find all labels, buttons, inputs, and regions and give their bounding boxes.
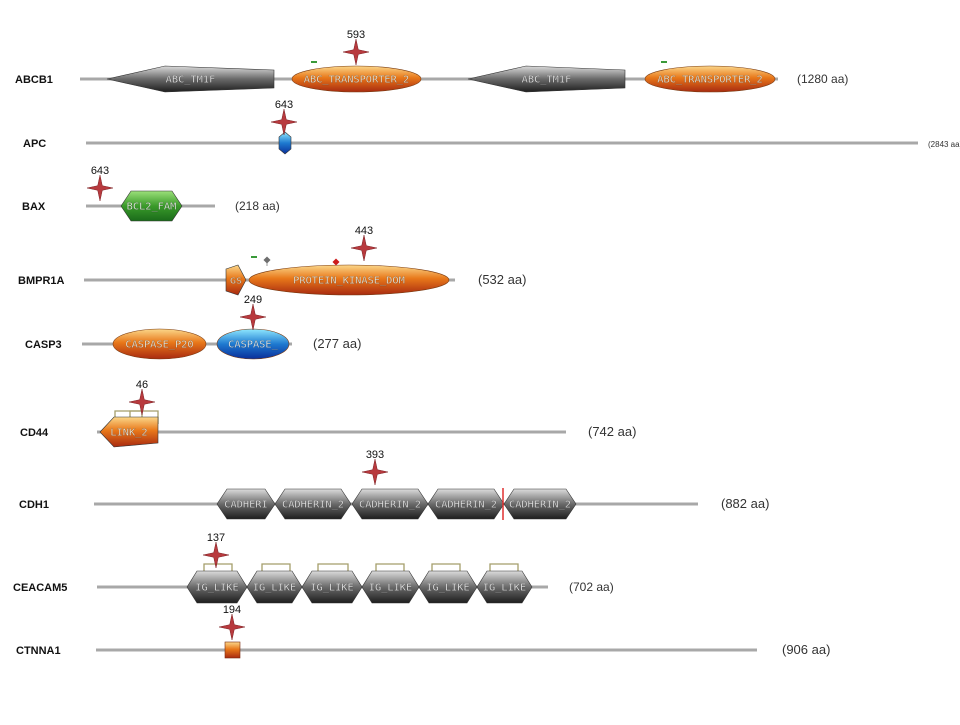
domain-protein-kinase-dom	[248, 264, 450, 296]
protein-length-label: (742 aa)	[588, 424, 636, 439]
domain-link-2	[99, 416, 159, 448]
domain-label: ABC_TM1F	[166, 75, 216, 86]
domain-ig-like	[476, 570, 533, 604]
protein-length-label: (277 aa)	[313, 336, 361, 351]
gene-row-ctnna1: CTNNA1 194 (906 aa)	[16, 604, 830, 659]
domain-label: CADHERIN_2	[359, 500, 421, 511]
mutation-star	[218, 613, 246, 641]
gene-name: CDH1	[19, 499, 49, 511]
domain-bcl2-fam	[120, 190, 183, 222]
domain-label: CADHERIN_2	[435, 500, 497, 511]
mutation-position-label: 593	[347, 29, 365, 41]
domain-label: BCL2_FAM	[127, 202, 177, 213]
mutation-position-label: 46	[136, 379, 148, 391]
gene-name: BMPR1A	[18, 275, 65, 287]
mutation-position-label: 194	[223, 604, 241, 616]
domain-abc-tm1f	[467, 65, 626, 93]
gene-name: CEACAM5	[13, 582, 67, 594]
domain-abc-transporter-2	[644, 65, 776, 93]
domain-orange-block	[224, 641, 241, 659]
mutation-star	[270, 108, 298, 136]
gene-row-bmpr1a: BMPR1A GS PROTEIN_KINASE_DOM 443 (532 aa)	[18, 225, 526, 296]
protein-length-label: (906 aa)	[782, 642, 830, 657]
domain-label: GS	[230, 277, 242, 286]
mutation-star	[202, 541, 230, 569]
domain-label: IG_LIKE	[253, 583, 297, 594]
site-pin-head	[263, 256, 271, 264]
domain-label: LINK_2	[110, 428, 147, 439]
gene-name: CASP3	[25, 339, 62, 351]
domain-label: ABC_TM1F	[522, 75, 572, 86]
domain-blue-block	[278, 131, 292, 155]
gene-row-abcb1: ABCB1 ABC_TM1F ABC_TRANSPORTER_2 ABC_TM1F AB…	[15, 29, 848, 93]
domain-label: CASPASE_	[228, 340, 278, 351]
gene-row-cd44: CD44 LINK_2 46 (742 aa)	[20, 379, 636, 448]
mutation-position-label: 137	[207, 532, 225, 544]
domain-label: IG_LIKE	[426, 583, 470, 594]
mutation-position-label: 393	[366, 449, 384, 461]
gene-name: BAX	[22, 201, 46, 213]
protein-length-label: (702 aa)	[569, 580, 614, 594]
gene-row-cdh1: CDH1 CADHERI CADHERIN_2 CADHERIN_2 CADHERIN_…	[19, 449, 769, 520]
mutation-star	[128, 388, 156, 416]
site-pin-head	[332, 258, 340, 266]
domain-label: IG_LIKE	[369, 583, 413, 594]
mutation-star	[239, 303, 267, 331]
domain-caspase-p20	[112, 328, 207, 360]
domain-label: IG_LIKE	[483, 583, 527, 594]
domain-label: IG_LIKE	[195, 583, 239, 594]
domain-label: CASPASE_P20	[125, 340, 193, 351]
domain-label: CADHERIN_2	[282, 500, 344, 511]
domain-label: CADHERIN_2	[509, 500, 571, 511]
domain-abc-tm1f	[106, 65, 275, 93]
gene-name: CD44	[20, 427, 49, 439]
protein-length-label: (218 aa)	[235, 199, 280, 213]
domain-label: ABC_TRANSPORTER_2	[657, 75, 762, 86]
mutation-position-label: 249	[244, 294, 262, 306]
domain-label: CADHERI	[224, 500, 267, 511]
mutation-star	[361, 458, 389, 486]
gene-name: APC	[23, 138, 46, 150]
gene-name: CTNNA1	[16, 645, 61, 657]
mutation-position-label: 643	[275, 99, 293, 111]
gene-row-bax: BAX BCL2_FAM 643 (218 aa)	[22, 165, 280, 222]
mutation-position-label: 443	[355, 225, 373, 237]
mutation-star	[342, 38, 370, 66]
mutation-star	[350, 234, 378, 262]
domain-cadherin-2	[503, 488, 577, 520]
protein-length-label: (2843 aa)	[928, 140, 960, 149]
gene-row-ceacam5: CEACAM5 IG_LIKE IG_LIKE IG_LIKE IG_LIKE IG_LI…	[13, 532, 614, 604]
protein-length-label: (532 aa)	[478, 272, 526, 287]
domain-gs	[225, 264, 247, 296]
gene-row-casp3: CASP3 CASPASE_P20 CASPASE_ 249 (277 aa)	[25, 294, 361, 360]
domain-abc-transporter-2	[291, 65, 422, 93]
gene-row-apc: APC 643 (2843 aa)	[23, 99, 960, 155]
protein-length-label: (882 aa)	[721, 496, 769, 511]
domain-cadherin-2	[274, 488, 352, 520]
mutation-star	[86, 174, 114, 202]
domain-label: ABC_TRANSPORTER_2	[304, 75, 409, 86]
domain-label: IG_LIKE	[310, 583, 354, 594]
protein-length-label: (1280 aa)	[797, 72, 848, 86]
mutation-position-label: 643	[91, 165, 109, 177]
domain-label: PROTEIN_KINASE_DOM	[293, 276, 405, 287]
gene-name: ABCB1	[15, 74, 53, 86]
